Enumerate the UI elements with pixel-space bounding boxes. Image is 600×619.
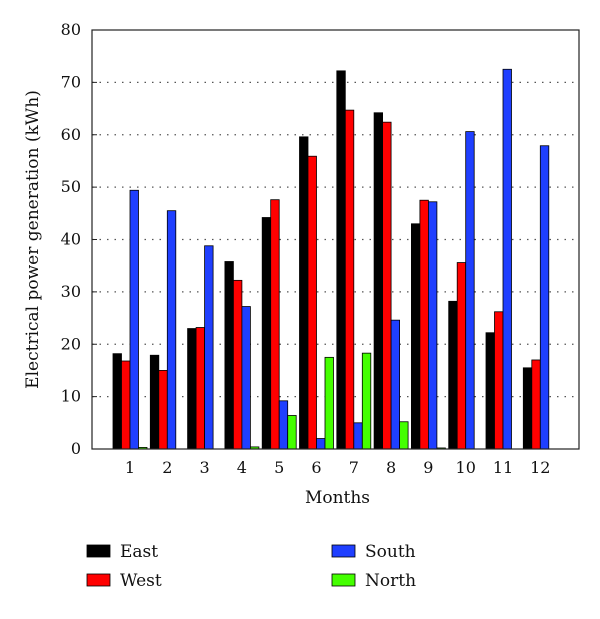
bar-west — [158, 370, 168, 450]
legend-swatch-north — [331, 573, 356, 587]
bar-south — [129, 189, 139, 450]
x-tick-label: 2 — [162, 458, 172, 477]
x-axis: 1 2 3 4 5 6 7 8 9 10 11 12 — [125, 458, 551, 477]
y-tick-label: 40 — [61, 230, 81, 249]
y-tick-label: 10 — [61, 387, 81, 406]
bar-west — [419, 199, 429, 450]
bar-east — [112, 353, 122, 450]
legend-label-east: East — [120, 542, 158, 562]
bar-west — [456, 262, 467, 450]
x-tick-label: 9 — [423, 458, 433, 477]
y-tick-label: 50 — [61, 177, 81, 196]
bar-east — [336, 70, 346, 450]
y-tick-label: 60 — [61, 125, 81, 144]
bar-south — [204, 245, 214, 450]
bar-east — [224, 261, 234, 450]
bar-south — [465, 131, 475, 450]
legend-label-south: South — [365, 542, 416, 562]
bar-north — [287, 415, 297, 450]
bar-south — [427, 201, 438, 450]
x-tick-label: 10 — [456, 458, 476, 477]
legend: East West South North — [86, 542, 416, 591]
bar-south — [539, 145, 550, 450]
bar-west — [195, 327, 206, 450]
x-tick-label: 1 — [125, 458, 135, 477]
bar-east — [448, 300, 458, 450]
legend-label-west: West — [120, 571, 162, 591]
bar-east — [485, 332, 495, 450]
bar-south — [390, 319, 401, 450]
bar-north — [324, 356, 334, 450]
x-tick-label: 3 — [200, 458, 210, 477]
bar-east — [149, 354, 160, 450]
bar-west — [307, 155, 317, 450]
x-tick-label: 12 — [530, 458, 550, 477]
y-axis-title: Electrical power generation (kWh) — [23, 90, 43, 389]
x-tick-label: 8 — [386, 458, 396, 477]
bar-west — [232, 279, 243, 450]
bar-east — [299, 136, 309, 450]
bar-south — [316, 438, 326, 450]
bar-east — [522, 367, 533, 450]
bar-south — [278, 400, 289, 450]
bar-north — [361, 352, 372, 450]
bar-west — [382, 121, 392, 450]
x-axis-title: Months — [305, 488, 370, 508]
bar-west — [270, 199, 280, 450]
bar-south — [241, 306, 251, 450]
bar-south — [353, 422, 363, 450]
bar-east — [410, 223, 421, 450]
bar-east — [187, 328, 197, 450]
y-tick-label: 80 — [61, 20, 81, 39]
x-tick-label: 5 — [274, 458, 284, 477]
bar-south — [502, 68, 512, 450]
legend-swatch-south — [331, 544, 356, 558]
x-tick-label: 11 — [493, 458, 513, 477]
legend-label-north: North — [365, 571, 416, 591]
y-tick-label: 0 — [71, 439, 81, 458]
y-axis: 0 10 20 30 40 50 60 70 80 — [61, 20, 97, 458]
y-tick-label: 30 — [61, 282, 81, 301]
legend-swatch-west — [86, 573, 111, 587]
x-tick-label: 6 — [311, 458, 321, 477]
y-tick-label: 70 — [61, 72, 81, 91]
bar-east — [373, 112, 384, 450]
bar-west — [121, 360, 131, 450]
bar-east — [261, 217, 272, 450]
bar-south — [166, 210, 177, 450]
legend-swatch-east — [86, 544, 111, 558]
x-tick-label: 4 — [237, 458, 247, 477]
bars — [112, 68, 550, 450]
bar-west — [344, 109, 355, 450]
bar-west — [494, 311, 504, 450]
y-tick-label: 20 — [61, 334, 81, 353]
x-tick-label: 7 — [349, 458, 359, 477]
bar-north — [399, 421, 409, 450]
bar-west — [531, 359, 541, 450]
